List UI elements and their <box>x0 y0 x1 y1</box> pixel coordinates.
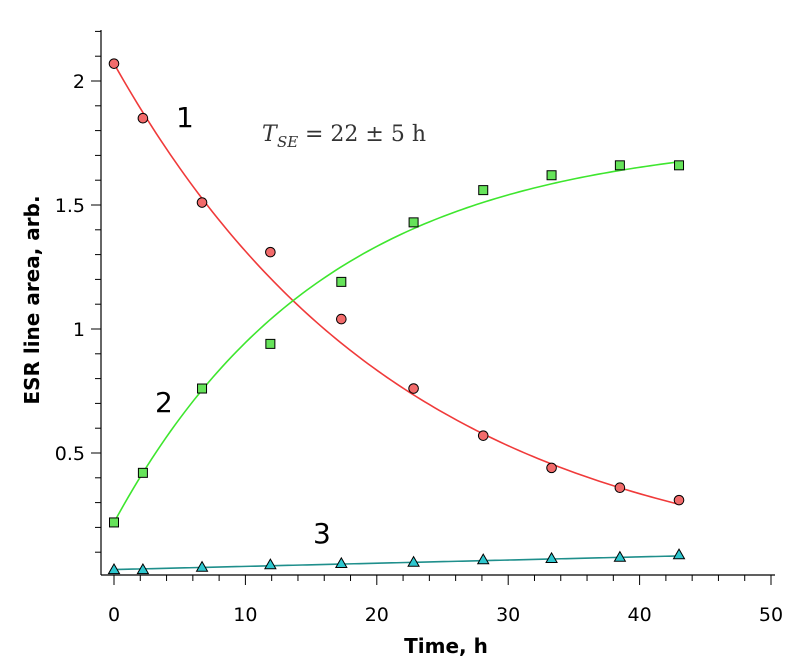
series-2-point <box>265 338 276 349</box>
x-axis-title: Time, h <box>404 634 488 658</box>
series-3-point <box>476 553 490 565</box>
curve-labels: 1 2 3 <box>155 101 331 550</box>
x-tick-label: 50 <box>759 604 783 626</box>
series-2-point <box>614 160 625 171</box>
series-1-point <box>265 246 276 258</box>
series-1-point <box>673 494 685 506</box>
series-1-fit-line <box>113 63 680 506</box>
y-tick-label: 2 <box>73 71 85 93</box>
series-3-point <box>613 550 627 562</box>
series-1-point <box>614 482 626 494</box>
series-2-point <box>336 276 347 287</box>
series-3-fit-line <box>113 555 680 571</box>
series-1-point <box>137 112 149 124</box>
series-1-point <box>408 383 419 394</box>
series-1-point <box>196 197 208 208</box>
series-1-point <box>108 58 120 69</box>
data-points <box>107 58 686 575</box>
series-2-label: 2 <box>155 386 173 419</box>
series-2-point <box>109 517 119 528</box>
y-tick-label: 1.5 <box>55 195 85 217</box>
series-3-point <box>407 555 420 567</box>
series-1-point <box>546 462 557 474</box>
series-1-point <box>336 313 347 325</box>
series-2-point <box>137 467 148 478</box>
x-tick-label: 40 <box>628 604 652 626</box>
annotation-subscript: SE <box>277 133 298 151</box>
series-2-point <box>674 160 685 171</box>
fit-curves <box>113 63 680 571</box>
annotation-t: T <box>262 122 279 147</box>
y-tick-label: 1 <box>73 319 85 341</box>
series-2-point <box>478 185 489 196</box>
series-3-label: 3 <box>313 517 331 550</box>
series-3-point <box>672 548 686 560</box>
annotation-value: = 22 ± 5 h <box>305 122 426 147</box>
x-tick-label: 10 <box>233 604 257 626</box>
series-2-point <box>197 383 208 394</box>
axes: 0 10 20 30 40 50 0.5 1 1.5 2 <box>55 30 783 626</box>
x-tick-label: 30 <box>496 604 520 626</box>
annotation-tse: T SE = 22 ± 5 h <box>262 122 426 151</box>
series-2-point <box>546 170 557 181</box>
series-3-point <box>195 560 209 572</box>
series-2-fit-line <box>113 161 680 523</box>
series-1-point <box>477 430 489 441</box>
y-tick-label: 0.5 <box>55 443 85 465</box>
x-tick-label: 20 <box>365 604 389 626</box>
series-3-point <box>107 563 121 575</box>
y-axis-title: ESR line area, arb. <box>20 195 44 404</box>
series-3-point <box>545 551 558 564</box>
series-3-point <box>136 563 150 575</box>
series-3-point <box>264 558 277 570</box>
series-1-label: 1 <box>176 101 194 134</box>
x-tick-label: 0 <box>108 604 120 626</box>
series-3-point <box>334 556 348 568</box>
series-2-point <box>408 217 419 228</box>
